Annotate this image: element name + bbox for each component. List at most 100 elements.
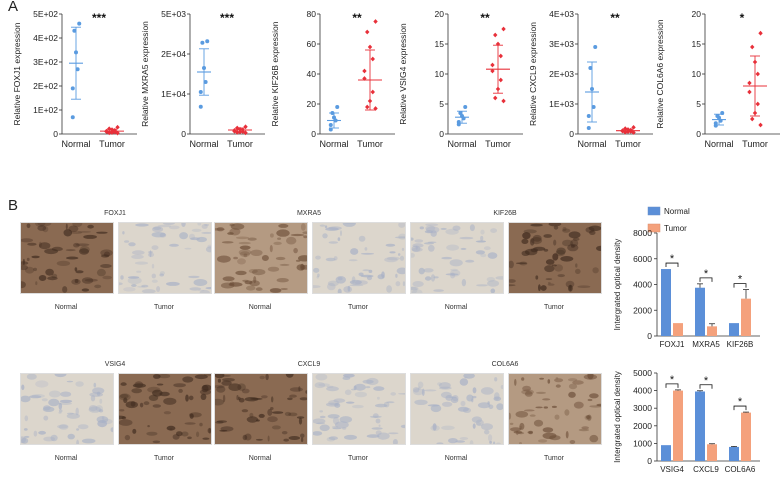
data-point-normal (588, 66, 593, 70)
tissue-cell (35, 223, 46, 227)
tissue-cell (66, 256, 79, 260)
bar-normal (729, 323, 739, 336)
tissue-cell (543, 248, 549, 252)
tissue-cell (553, 225, 559, 230)
tissue-cell (395, 281, 401, 287)
tissue-cell (328, 400, 340, 406)
tissue-cell (120, 382, 127, 386)
tissue-cell (184, 247, 192, 250)
panel-label-b: B (8, 197, 19, 214)
y-tick-label: 2000 (633, 421, 652, 431)
x-category-label: KIF26B (727, 340, 754, 349)
tissue-cell (418, 267, 425, 275)
tissue-cell (216, 385, 226, 393)
tissue-cell (411, 289, 423, 293)
tissue-cell (293, 247, 298, 254)
tissue-cell (368, 269, 373, 273)
tissue-cell (26, 223, 31, 229)
tissue-cell (295, 259, 301, 262)
tissue-cell (239, 251, 251, 257)
x-category-label: Tumor (227, 139, 253, 149)
tissue-cell (488, 404, 494, 410)
tissue-cell (228, 282, 243, 287)
tissue-cell (538, 284, 541, 292)
scatter-plot-4: 0 5 10 15 20 Relative VSIG4 expression ** Norma… (398, 9, 523, 149)
tissue-cell (75, 270, 84, 274)
tissue-cell (547, 379, 551, 384)
tissue-cell (68, 225, 79, 233)
scatter-plot-6: 0 5 10 15 20 Relative COL6A6 expression * Norma… (655, 9, 780, 149)
tissue-cell (492, 441, 496, 444)
significance-bracket (699, 277, 713, 282)
tissue-cell (76, 439, 79, 444)
tissue-cell (350, 248, 359, 255)
tissue-cell (87, 224, 94, 229)
tissue-cell (401, 247, 405, 251)
tissue-cell (65, 249, 76, 252)
tissue-cell (567, 243, 579, 252)
tissue-cell (83, 234, 97, 239)
tissue-cell (514, 378, 517, 386)
tissue-cell (412, 387, 420, 393)
tissue-cell (255, 438, 263, 441)
data-point-normal (203, 80, 208, 84)
tissue-cell (412, 243, 424, 248)
tissue-cell (551, 264, 557, 267)
significance-bracket (733, 283, 747, 288)
y-tick-label: 10 (692, 69, 702, 79)
tissue-cell (352, 404, 364, 409)
tissue-cell (460, 247, 467, 250)
tissue-cell (219, 429, 228, 432)
tissue-cell (244, 433, 252, 441)
tissue-cell (271, 396, 274, 403)
tissue-cell (51, 273, 58, 279)
tissue-cell (326, 402, 339, 407)
bar-tumor (741, 412, 751, 461)
tissue-texture (509, 374, 601, 444)
y-tick-label: 0 (569, 129, 574, 139)
tissue-cell (423, 242, 435, 245)
tissue-cell (411, 237, 414, 241)
tissue-cell (437, 382, 442, 386)
tissue-cell (271, 425, 281, 430)
tissue-cell (427, 404, 440, 407)
tissue-cell (127, 277, 142, 285)
data-point-normal (586, 114, 591, 118)
tissue-cell (79, 245, 90, 254)
significance-star: * (738, 396, 743, 408)
tissue-cell (411, 253, 415, 258)
tissue-cell (522, 232, 531, 240)
tissue-cell (191, 228, 202, 232)
tissue-cell (324, 225, 328, 228)
y-tick-label: 5 (439, 99, 444, 109)
tissue-cell (120, 275, 124, 280)
tissue-cell (389, 251, 396, 254)
tissue-cell (188, 395, 194, 401)
tissue-cell (123, 397, 128, 404)
tissue-cell (182, 376, 194, 383)
tissue-cell (305, 390, 307, 394)
tissue-cell (243, 253, 248, 258)
tissue-cell (239, 245, 251, 250)
tissue-cell (151, 232, 166, 238)
histology-gene-label: MXRA5 (296, 210, 322, 217)
tissue-cell (316, 275, 319, 279)
tissue-cell (152, 226, 164, 233)
data-point-tumor (243, 130, 248, 136)
x-category-label: Tumor (99, 139, 125, 149)
scatter-plot-2: 0 1E+04 2E+04 5E+03 Relative MXRA5 expressio… (140, 9, 265, 149)
tissue-cell (398, 393, 405, 395)
tissue-cell (535, 406, 543, 409)
tissue-cell (315, 374, 328, 381)
tissue-cell (481, 423, 493, 431)
data-point-normal (77, 21, 82, 26)
tissue-cell (75, 381, 84, 387)
tissue-cell (124, 434, 131, 441)
tissue-cell (101, 416, 105, 420)
tissue-cell (411, 286, 418, 293)
significance-stars: *** (92, 11, 106, 25)
tissue-cell (523, 229, 537, 234)
tissue-cell (173, 383, 186, 388)
tissue-cell (288, 436, 301, 440)
tissue-cell (241, 409, 249, 413)
